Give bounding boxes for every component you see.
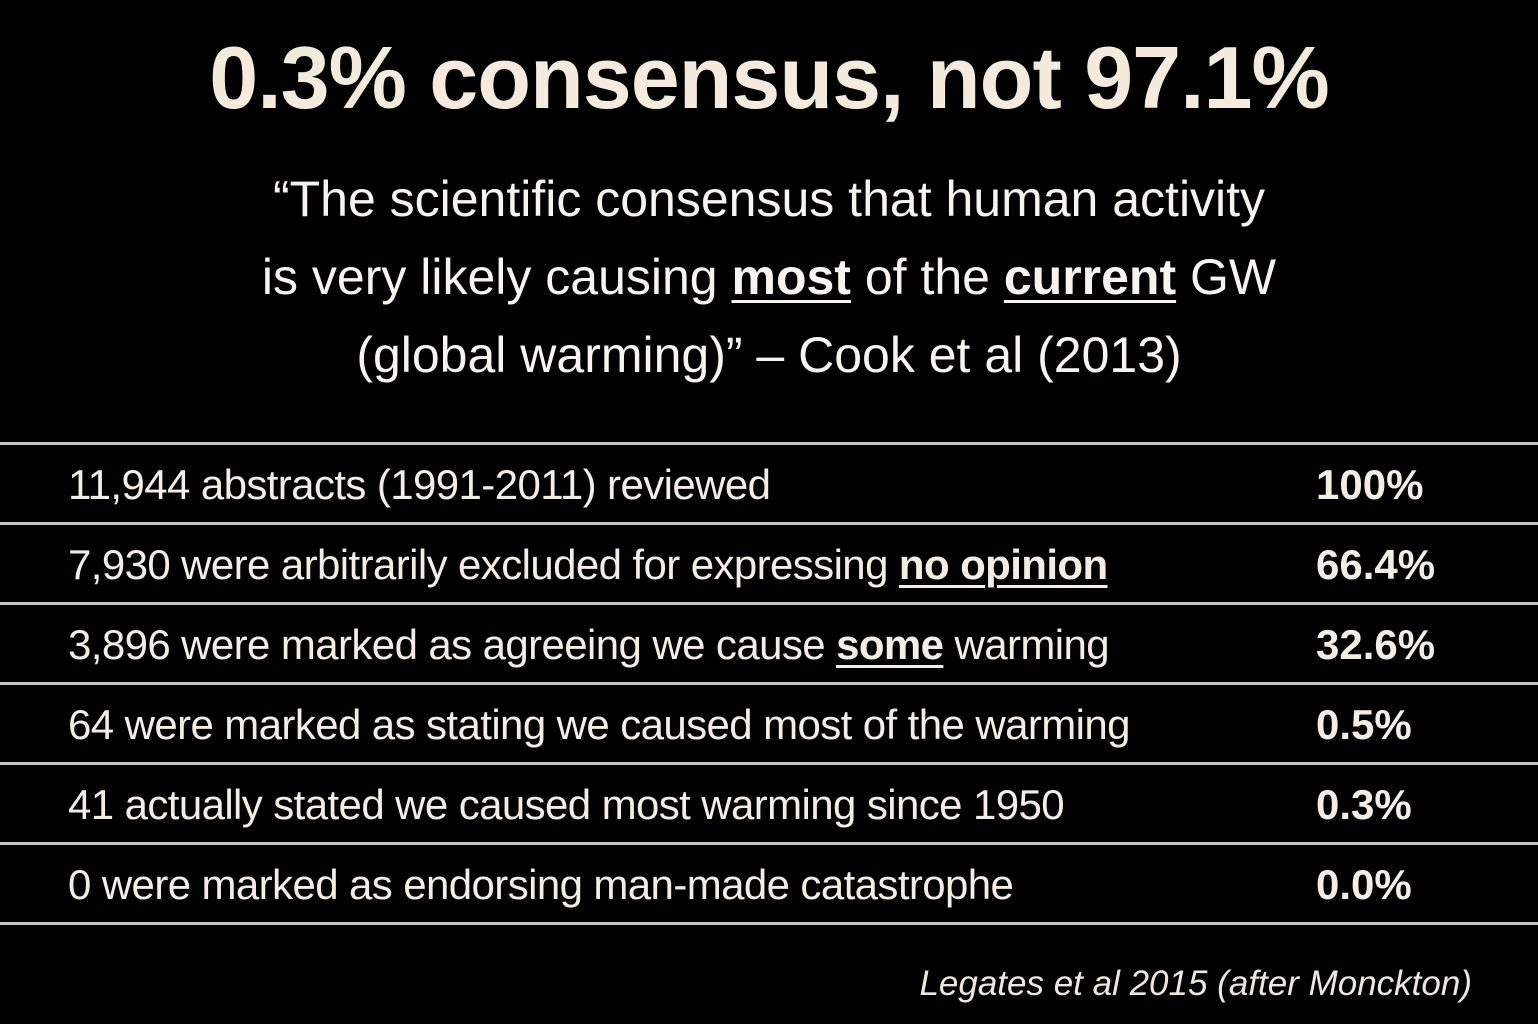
- row-label-text: 7,930 were arbitrarily excluded for expr…: [68, 541, 899, 588]
- row-percent: 66.4%: [1316, 541, 1436, 588]
- quote-emphasis-current: current: [1003, 249, 1177, 305]
- row-label: 41 actually stated we caused most warmin…: [68, 781, 1065, 828]
- abstracts-table: 11,944 abstracts (1991-2011) reviewed 10…: [0, 442, 1538, 925]
- row-percent: 0.3%: [1316, 781, 1412, 828]
- row-label: 0 were marked as endorsing man-made cata…: [68, 861, 1014, 908]
- slide-title: 0.3% consensus, not 97.1%: [209, 28, 1329, 127]
- row-label-text: warming: [943, 621, 1109, 668]
- quote-line-3: (global warming)” – Cook et al (2013): [356, 327, 1182, 383]
- table-row: 3,896 were marked as agreeing we cause s…: [0, 605, 1538, 685]
- quote-line-1: “The scientific consensus that human act…: [272, 171, 1266, 227]
- source-citation: Legates et al 2015 (after Monckton): [919, 964, 1472, 1003]
- row-label-emphasis: no opinion: [898, 541, 1108, 588]
- row-percent: 100%: [1316, 461, 1424, 508]
- row-label: 64 were marked as stating we caused most…: [68, 701, 1130, 748]
- row-percent: 0.0%: [1316, 861, 1412, 908]
- quote-line-2: is very likely causing most of the curre…: [0, 238, 1538, 316]
- row-percent: 32.6%: [1316, 621, 1436, 668]
- row-label-text: 3,896 were marked as agreeing we cause: [68, 621, 837, 668]
- row-label: 7,930 were arbitrarily excluded for expr…: [68, 525, 1108, 605]
- quote-text: of the: [850, 249, 1004, 305]
- table-row: 41 actually stated we caused most warmin…: [0, 765, 1538, 845]
- row-label-emphasis: some: [836, 621, 944, 668]
- table-row: 11,944 abstracts (1991-2011) reviewed 10…: [0, 445, 1538, 525]
- row-label: 11,944 abstracts (1991-2011) reviewed: [68, 461, 771, 508]
- row-label: 3,896 were marked as agreeing we cause s…: [68, 605, 1110, 685]
- row-percent: 0.5%: [1316, 701, 1412, 748]
- quote-text: GW: [1176, 249, 1277, 305]
- table-row: 7,930 were arbitrarily excluded for expr…: [0, 525, 1538, 605]
- table-row: 0 were marked as endorsing man-made cata…: [0, 845, 1538, 925]
- quote-emphasis-most: most: [731, 249, 851, 305]
- table-row: 64 were marked as stating we caused most…: [0, 685, 1538, 765]
- cook-quote: “The scientific consensus that human act…: [0, 160, 1538, 394]
- quote-text: is very likely causing: [261, 249, 732, 305]
